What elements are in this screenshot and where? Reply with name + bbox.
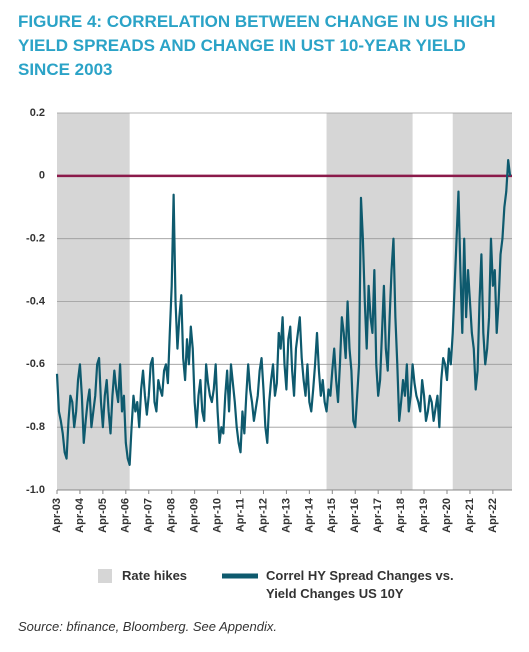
x-tick-label: Apr-03 [51,498,63,533]
x-tick-label: Apr-06 [120,498,132,533]
chart-title: FIGURE 4: CORRELATION BETWEEN CHANGE IN … [18,12,496,79]
x-tick-label: Apr-18 [395,498,407,533]
x-tick-label: Apr-07 [143,498,155,533]
x-tick-label: Apr-21 [464,498,476,533]
x-tick-label: Apr-22 [487,498,499,533]
y-tick-label: -0.4 [26,295,46,307]
y-tick-label: -0.8 [26,421,45,433]
legend-label: Rate hikes [122,568,188,583]
y-tick-label: 0.2 [30,107,45,119]
data-line [55,159,512,466]
x-tick-label: Apr-09 [189,498,201,533]
legend-swatch [98,569,112,583]
legend-label: Correl HY Spread Changes vs. Yield Chang… [266,568,454,601]
x-tick-label: Apr-05 [97,498,109,533]
x-tick-label: Apr-14 [303,497,315,533]
y-tick-label: -1.0 [26,484,45,496]
y-tick-label: 0 [39,170,45,182]
x-tick-label: Apr-12 [257,498,269,533]
x-tick-label: Apr-11 [234,498,246,532]
y-tick-label: -0.2 [26,233,45,245]
source-note: Source: bfinance, Bloomberg. See Appendi… [18,619,277,634]
x-tick-label: Apr-19 [418,498,430,533]
x-tick-label: Apr-15 [326,498,338,533]
x-tick-label: Apr-16 [349,498,361,533]
x-tick-label: Apr-17 [372,498,384,533]
x-tick-label: Apr-04 [74,497,86,533]
x-tick-label: Apr-08 [166,498,178,533]
x-tick-label: Apr-20 [441,498,453,533]
x-tick-label: Apr-13 [280,498,292,533]
x-tick-label: Apr-10 [211,498,223,533]
y-tick-label: -0.6 [26,358,45,370]
